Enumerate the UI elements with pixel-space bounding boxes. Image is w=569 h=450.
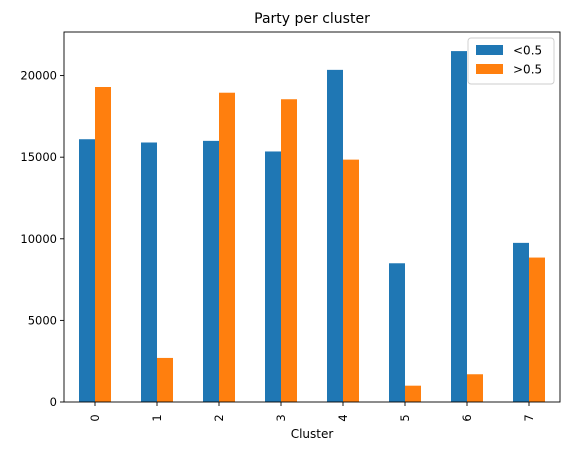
y-axis: 0 5000 10000 15000 20000: [20, 69, 64, 409]
bar-below-cluster-2: [203, 140, 219, 402]
legend-swatch: [476, 45, 503, 55]
y-tick-label: 0: [50, 395, 57, 409]
y-tick-label: 15000: [20, 150, 57, 164]
x-tick-label: 2: [212, 414, 226, 421]
x-axis-label: Cluster: [291, 427, 334, 441]
bar-below-cluster-6: [451, 51, 467, 402]
bar-below-cluster-5: [389, 263, 405, 402]
bar-below-cluster-0: [79, 139, 95, 403]
bar-above-cluster-0: [95, 87, 111, 403]
bars-group: [79, 51, 545, 403]
x-tick-label: 5: [398, 414, 412, 421]
y-tick-label: 10000: [20, 232, 57, 246]
y-tick-label: 20000: [20, 69, 57, 83]
legend-label: <0.5: [513, 44, 542, 58]
legend-swatch: [476, 64, 503, 74]
bar-above-cluster-4: [343, 159, 359, 402]
bar-above-cluster-7: [529, 257, 545, 402]
plot-frame: [63, 31, 561, 403]
bar-below-cluster-1: [141, 142, 157, 402]
legend: <0.5 >0.5: [467, 37, 555, 85]
chart-title: Party per cluster: [254, 11, 370, 27]
x-tick-label: 0: [88, 414, 102, 421]
y-tick-label: 5000: [28, 313, 57, 327]
bar-below-cluster-4: [327, 69, 343, 402]
x-tick-label: 1: [150, 414, 164, 421]
bar-above-cluster-6: [467, 374, 483, 402]
bar-below-cluster-3: [265, 151, 281, 402]
bar-above-cluster-5: [405, 385, 421, 402]
bar-above-cluster-3: [281, 99, 297, 403]
x-tick-label: 7: [522, 414, 536, 421]
x-tick-label: 4: [336, 414, 350, 421]
bar-below-cluster-7: [513, 242, 529, 402]
x-tick-label: 3: [274, 414, 288, 421]
bar-above-cluster-1: [157, 357, 173, 402]
legend-label: >0.5: [513, 63, 542, 77]
bar-above-cluster-2: [219, 92, 235, 402]
x-tick-label: 6: [460, 414, 474, 421]
x-axis: 0 1 2 3 4 5 6 7: [88, 402, 536, 422]
